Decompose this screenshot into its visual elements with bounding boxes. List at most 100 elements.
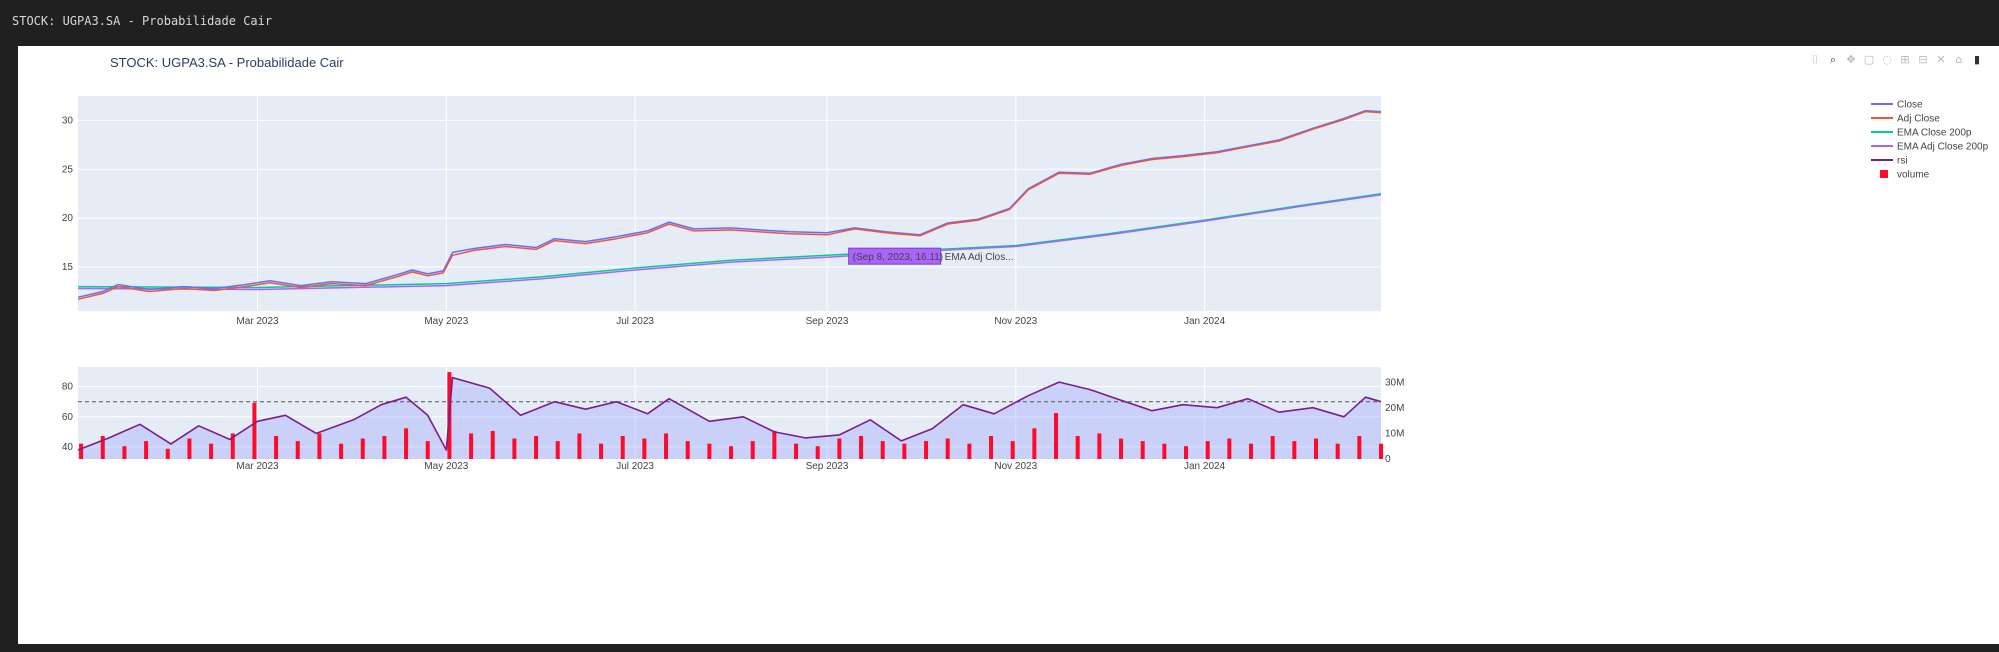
volume-bar bbox=[707, 443, 712, 459]
volume-bar bbox=[360, 438, 365, 459]
home-icon[interactable]: ⌂ bbox=[1955, 53, 1963, 66]
legend-item-rsi[interactable]: rsi bbox=[1871, 156, 1908, 167]
volume-bar bbox=[209, 443, 214, 459]
plotly-logo-icon[interactable]: ▮ bbox=[1973, 53, 1981, 66]
volume-bar bbox=[404, 428, 409, 459]
hover-tooltip: (Sep 8, 2023, 16.11) EMA Adj Clos... bbox=[848, 247, 1014, 265]
volume-bar bbox=[1205, 441, 1210, 459]
lasso-icon[interactable]: ◌ bbox=[1882, 53, 1892, 66]
volume-bar bbox=[1357, 436, 1362, 459]
chart-panel: ⌷ ⌕ ✥ ▢ ◌ ⊞ ⊟ ✕ ⌂ ▮ STOCK: UGPA3.SA - Probabilida… bbox=[18, 46, 1999, 644]
volume-bar bbox=[144, 441, 149, 459]
price-x-tick-label: Jul 2023 bbox=[616, 316, 654, 327]
volume-bar bbox=[1097, 433, 1102, 459]
rsi-x-tick-label: Sep 2023 bbox=[806, 461, 849, 472]
volume-bar bbox=[230, 433, 235, 459]
ema-adj-close-line bbox=[77, 193, 1382, 291]
zoom-out-icon[interactable]: ⊟ bbox=[1918, 53, 1928, 66]
volume-bar bbox=[685, 441, 690, 459]
plotly-chart[interactable]: STOCK: UGPA3.SA - Probabilidade Cair 15 20… bbox=[18, 46, 1999, 644]
legend-label: Close bbox=[1897, 100, 1923, 111]
volume-bar bbox=[642, 438, 647, 459]
volume-bar bbox=[79, 443, 84, 459]
chart-title: STOCK: UGPA3.SA - Probabilidade Cair bbox=[110, 55, 344, 70]
volume-bar bbox=[1314, 438, 1319, 459]
volume-y-tick-label: 30M bbox=[1385, 377, 1404, 388]
volume-bar bbox=[469, 433, 474, 459]
volume-bar bbox=[1249, 443, 1254, 459]
volume-bar bbox=[1162, 443, 1167, 459]
volume-bar bbox=[945, 438, 950, 459]
volume-bar bbox=[577, 433, 582, 459]
volume-bar bbox=[859, 436, 864, 459]
legend-item-ema-close-200p[interactable]: EMA Close 200p bbox=[1871, 128, 1972, 139]
volume-bar bbox=[1075, 436, 1080, 459]
rsi-x-tick-label: Jan 2024 bbox=[1184, 461, 1226, 472]
legend-item-ema-adj-close-200p[interactable]: EMA Adj Close 200p bbox=[1871, 142, 1989, 153]
volume-bar bbox=[815, 446, 820, 459]
volume-bar bbox=[880, 441, 885, 459]
volume-bar bbox=[1335, 443, 1340, 459]
hover-trace-name: EMA Adj Clos... bbox=[945, 252, 1014, 263]
price-y-tick-label: 30 bbox=[62, 115, 74, 126]
volume-bar bbox=[1292, 441, 1297, 459]
box-select-icon[interactable]: ▢ bbox=[1863, 53, 1875, 66]
volume-bar bbox=[794, 443, 799, 459]
window-title: STOCK: UGPA3.SA - Probabilidade Cair bbox=[12, 14, 273, 28]
volume-bar bbox=[534, 436, 539, 459]
price-x-tick-label: Jan 2024 bbox=[1184, 316, 1226, 327]
volume-bar bbox=[425, 441, 430, 459]
rsi-x-tick-label: Nov 2023 bbox=[994, 461, 1037, 472]
legend-item-adj-close[interactable]: Adj Close bbox=[1871, 114, 1940, 125]
close-line bbox=[77, 109, 1382, 299]
price-x-tick-label: Mar 2023 bbox=[236, 316, 279, 327]
volume-bar bbox=[252, 402, 257, 459]
volume-bar bbox=[122, 446, 127, 459]
volume-bar bbox=[490, 430, 495, 459]
plot-modebar: ⌷ ⌕ ✥ ▢ ◌ ⊞ ⊟ ✕ ⌂ ▮ bbox=[1803, 50, 1983, 66]
volume-bar bbox=[599, 443, 604, 459]
price-y-tick-label: 15 bbox=[62, 262, 74, 273]
volume-bar bbox=[1054, 413, 1059, 459]
legend-label: Adj Close bbox=[1897, 114, 1940, 125]
volume-bar bbox=[555, 441, 560, 459]
volume-bar bbox=[1379, 443, 1383, 459]
volume-bar bbox=[1270, 436, 1275, 459]
volume-bar bbox=[274, 436, 279, 459]
volume-bar bbox=[837, 438, 842, 459]
hover-label-box bbox=[848, 247, 942, 265]
legend-item-close[interactable]: Close bbox=[1871, 100, 1923, 111]
volume-bar bbox=[1119, 438, 1124, 459]
volume-bar bbox=[1184, 446, 1189, 459]
volume-bar bbox=[989, 436, 994, 459]
window-bottom-edge bbox=[0, 644, 1999, 652]
volume-bar bbox=[902, 443, 907, 459]
volume-bar bbox=[772, 430, 777, 459]
volume-bar bbox=[339, 443, 344, 459]
rsi-x-tick-label: May 2023 bbox=[424, 461, 468, 472]
zoom-in-icon[interactable]: ⊞ bbox=[1900, 53, 1910, 66]
rsi-y-tick-label: 40 bbox=[62, 442, 74, 453]
autoscale-icon[interactable]: ✕ bbox=[1936, 53, 1946, 66]
rsi-x-tick-label: Mar 2023 bbox=[236, 461, 279, 472]
volume-bar bbox=[187, 438, 192, 459]
camera-icon[interactable]: ⌷ bbox=[1811, 53, 1819, 66]
rsi-line bbox=[77, 376, 1382, 451]
price-x-tick-label: May 2023 bbox=[424, 316, 468, 327]
rsi-x-tick-label: Jul 2023 bbox=[616, 461, 654, 472]
volume-bar bbox=[382, 436, 387, 459]
volume-bar bbox=[1140, 441, 1145, 459]
pan-icon[interactable]: ✥ bbox=[1846, 53, 1856, 66]
legend-item-volume[interactable]: volume bbox=[1880, 170, 1930, 181]
zoom-icon[interactable]: ⌕ bbox=[1829, 53, 1837, 66]
volume-bar bbox=[100, 436, 105, 459]
volume-bar bbox=[967, 443, 972, 459]
volume-y-tick-label: 0 bbox=[1385, 454, 1391, 465]
volume-bar bbox=[317, 433, 322, 459]
volume-y-tick-label: 20M bbox=[1385, 403, 1404, 414]
legend-swatch bbox=[1880, 170, 1888, 178]
legend: Close Adj Close EMA Close 200p EMA Adj Clos… bbox=[1871, 100, 1989, 181]
rsi-y-tick-label: 80 bbox=[62, 382, 74, 393]
volume-bar bbox=[729, 446, 734, 459]
legend-label: rsi bbox=[1897, 156, 1908, 167]
